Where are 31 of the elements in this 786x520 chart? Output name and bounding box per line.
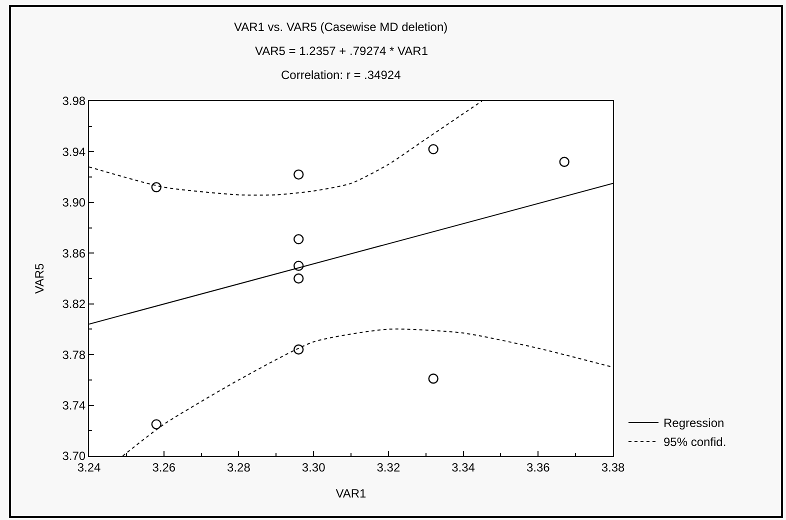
point <box>294 273 304 284</box>
x-tick-label: 3.38 <box>601 460 625 474</box>
y-tick-label: 3.94 <box>62 144 86 159</box>
x-tick-label: 3.30 <box>302 460 326 474</box>
point <box>294 169 304 180</box>
chart-title: VAR1 vs. VAR5 (Casewise MD deletion) <box>234 20 448 34</box>
point <box>294 344 304 355</box>
x-axis-title: VAR1 <box>336 486 367 500</box>
legend-label: Regression <box>663 416 724 430</box>
x-tick-label: 3.36 <box>526 460 550 474</box>
chart-subtitle: VAR5 = 1.2357 + .79274 * VAR1 <box>255 44 428 58</box>
point <box>151 182 162 192</box>
y-tick-label: 3.86 <box>62 246 86 260</box>
x-tick-label: 3.32 <box>376 460 400 474</box>
y-tick-label: 3.82 <box>62 297 86 312</box>
y-tick-label: 3.78 <box>62 348 86 362</box>
point <box>294 260 304 271</box>
text: Correlation: r = .34924 <box>281 68 402 82</box>
point <box>428 374 438 384</box>
x-tick-label: 3.26 <box>152 460 176 474</box>
y-tick-label: 3.74 <box>62 398 86 412</box>
x-tick-label: 3.34 <box>452 460 476 474</box>
y-axis-title: VAR5 <box>32 262 47 294</box>
x-tick-label: 3.28 <box>227 460 251 474</box>
y-tick-label: 3.98 <box>62 94 86 108</box>
point <box>294 234 304 244</box>
y-tick-label: 3.90 <box>62 196 86 210</box>
legend-label: 95% confid. <box>663 435 726 450</box>
point <box>428 144 438 154</box>
point <box>559 156 570 167</box>
point <box>151 419 162 430</box>
